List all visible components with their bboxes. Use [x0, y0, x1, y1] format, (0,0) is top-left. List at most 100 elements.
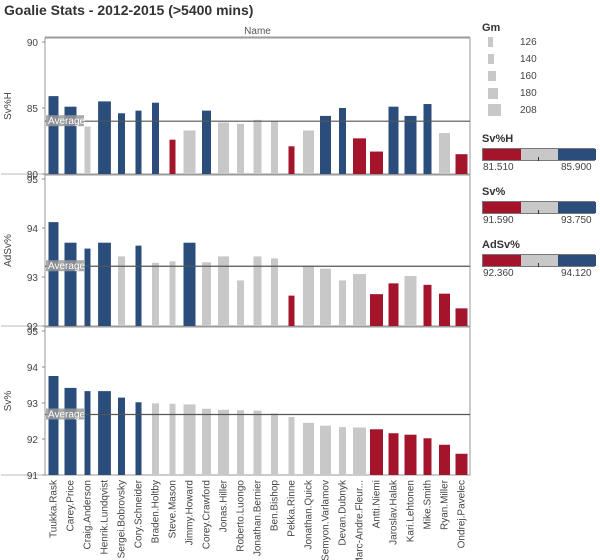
bar: [271, 258, 278, 326]
bar: [353, 138, 366, 174]
bar: [218, 122, 229, 174]
x-category-label: Carey.Price: [66, 480, 77, 532]
bar: [48, 376, 59, 475]
bar: [455, 308, 468, 326]
size-legend: 126 140 160 180 208: [482, 34, 600, 119]
average-label: Average: [48, 410, 86, 421]
color-seg-high: [558, 149, 596, 160]
bar: [388, 106, 399, 174]
bar: [237, 123, 244, 174]
bar: [404, 115, 417, 174]
bar: [152, 102, 159, 174]
size-legend-item: 140: [482, 51, 600, 68]
page-title: Goalie Stats - 2012-2015 (>5400 mins): [4, 2, 254, 18]
bar: [202, 262, 211, 326]
x-category-label: Corey.Crawford: [202, 480, 213, 549]
color-legend-title: Sv%: [482, 186, 506, 198]
average-label: Average: [48, 116, 86, 127]
bar: [202, 408, 211, 475]
bar: [423, 104, 432, 174]
size-legend-item: 180: [482, 85, 600, 102]
bar: [353, 274, 366, 326]
bar: [183, 404, 196, 475]
bar: [320, 115, 331, 174]
y-axis-label: Sv%: [3, 391, 14, 412]
size-legend-label: 126: [520, 37, 537, 48]
bar: [84, 248, 91, 326]
size-swatch: [488, 104, 501, 116]
bar: [404, 434, 417, 475]
color-legend-max: 93.750: [561, 215, 592, 226]
color-legend-bar: [482, 148, 596, 161]
bar: [64, 242, 77, 326]
bar: [320, 425, 331, 475]
color-seg-low: [483, 149, 521, 160]
color-legend-min: 92.360: [483, 268, 514, 279]
y-tick-label: 93: [27, 399, 39, 410]
bar: [423, 284, 432, 326]
bar: [288, 295, 295, 326]
x-category-label: Semyon.Varlamov: [321, 480, 332, 560]
x-category-label: Kari.Lehtonen: [406, 480, 417, 542]
bar: [303, 130, 314, 174]
color-legend-title: Sv%H: [482, 133, 514, 145]
size-legend-label: 180: [520, 88, 537, 99]
y-tick-label: 90: [27, 38, 39, 49]
bar: [64, 387, 77, 475]
x-category-label: Mike.Smith: [423, 480, 434, 529]
bar: [404, 276, 417, 326]
bar: [169, 261, 176, 326]
bar: [237, 280, 244, 326]
color-legend-max: 85.900: [561, 162, 592, 173]
bar: [288, 146, 295, 174]
x-category-label: Roberto.Luongo: [236, 480, 247, 552]
color-seg-mid: [521, 255, 558, 266]
bar: [169, 403, 176, 475]
average-label: Average: [48, 261, 86, 272]
bar: [218, 256, 229, 326]
bar: [339, 108, 346, 174]
x-category-label: Cory.Schneider: [134, 479, 145, 548]
color-legend-bar: [482, 201, 596, 214]
y-tick-label: 85: [27, 104, 39, 115]
x-category-label: Sergei.Bobrovsky: [117, 480, 128, 558]
bar: [135, 402, 142, 475]
bar: [84, 391, 91, 475]
x-category-label: Steve.Mason: [168, 480, 179, 538]
bar: [370, 294, 383, 326]
y-tick-label: 92: [27, 435, 39, 446]
size-swatch: [488, 37, 493, 47]
color-legend-range: 81.510 85.900: [482, 161, 600, 175]
color-legend-range: 91.590 93.750: [482, 214, 600, 228]
bar: [183, 242, 196, 326]
header-label: Name: [244, 26, 271, 37]
y-tick-label: 93: [27, 273, 39, 284]
x-category-label: Tuukka.Rask: [49, 479, 60, 538]
size-legend-item: 208: [482, 102, 600, 119]
y-tick-label: 95: [27, 327, 39, 338]
color-legend-min: 91.590: [483, 215, 514, 226]
bar: [48, 96, 59, 174]
y-tick-label: 94: [27, 363, 39, 374]
bar: [169, 139, 176, 174]
size-legend-title: Gm: [482, 22, 501, 34]
y-axis-label: AdSv%: [3, 234, 14, 267]
x-category-label: Ryan.Miller: [440, 479, 451, 530]
y-tick-label: 80: [27, 170, 39, 181]
bar: [202, 110, 211, 174]
bar: [455, 154, 468, 174]
bar: [118, 397, 125, 475]
average-label-bg: [46, 260, 84, 272]
size-legend-item: 126: [482, 34, 600, 51]
color-seg-high: [558, 255, 596, 266]
bar: [339, 280, 346, 326]
color-center-tick: [538, 263, 539, 267]
size-legend-label: 140: [520, 54, 537, 65]
size-swatch: [488, 54, 494, 64]
average-label-bg: [46, 408, 84, 420]
bar: [98, 391, 111, 475]
bar: [339, 427, 346, 475]
bar: [388, 433, 399, 475]
bar: [98, 101, 111, 174]
